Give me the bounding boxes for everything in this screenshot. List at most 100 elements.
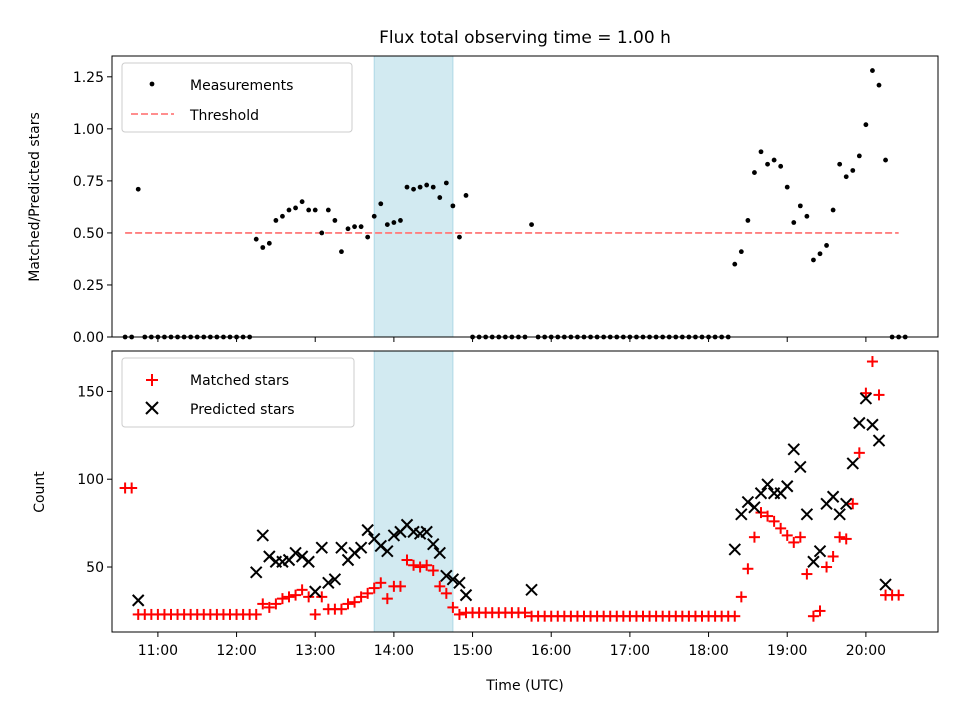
matched-point — [873, 389, 885, 401]
top-chart-title: Flux total observing time = 1.00 h — [379, 28, 671, 48]
matched-point — [355, 591, 367, 603]
measurement-point — [398, 218, 403, 223]
matched-point — [263, 601, 275, 613]
matched-point — [781, 529, 793, 541]
matched-point — [788, 536, 800, 548]
predicted-point — [335, 541, 348, 554]
y-tick-label: 0.50 — [73, 226, 104, 242]
matched-point — [794, 531, 806, 543]
matched-point — [283, 591, 295, 603]
predicted-point — [328, 573, 342, 586]
legend-matched-marker — [146, 374, 158, 386]
matched-point — [414, 561, 426, 573]
matched-point — [755, 507, 767, 519]
x-tick-label: 13:00 — [295, 643, 335, 659]
legend-threshold-label: Threshold — [189, 108, 259, 124]
bottom-legend-box — [121, 357, 355, 428]
measurement-point — [306, 207, 312, 213]
measurement-point — [791, 220, 797, 225]
matched-point — [814, 605, 826, 617]
matched-point — [434, 580, 446, 592]
matched-point — [807, 610, 819, 622]
matched-point — [519, 607, 531, 619]
matched-point — [296, 584, 308, 596]
matched-point — [827, 550, 839, 562]
measurement-point — [417, 184, 423, 190]
measurement-point — [135, 186, 141, 192]
bottom-y-axis-label: Count — [32, 471, 48, 513]
measurement-point — [378, 201, 384, 207]
measurement-point — [371, 213, 377, 219]
predicted-point — [800, 508, 814, 521]
predicted-point — [433, 546, 446, 560]
matched-point — [250, 608, 262, 620]
measurement-point — [299, 199, 305, 205]
matched-point — [381, 593, 393, 605]
measurement-point — [443, 180, 449, 186]
predicted-point — [132, 594, 145, 607]
measurement-point — [758, 149, 764, 155]
predicted-point — [387, 529, 401, 542]
measurement-point — [824, 243, 829, 248]
predicted-point — [453, 576, 466, 590]
x-tick-label: 19:00 — [767, 643, 807, 659]
measurement-point — [850, 168, 856, 173]
matched-point — [335, 603, 347, 615]
matched-point — [303, 591, 315, 603]
measurement-point — [765, 161, 770, 167]
matched-point — [735, 591, 747, 603]
predicted-point — [728, 543, 741, 556]
measurement-point — [384, 222, 390, 228]
predicted-point — [250, 566, 263, 579]
measurement-point — [863, 122, 869, 128]
measurement-point — [457, 234, 462, 240]
matched-point — [834, 531, 846, 543]
measurement-point — [312, 207, 318, 213]
predicted-point — [289, 546, 302, 560]
bottom-y-axis: 50 100 150 — [77, 384, 112, 576]
x-tick-label: 16:00 — [531, 643, 571, 659]
predicted-point — [859, 392, 873, 405]
predicted-point — [420, 525, 433, 539]
measurement-point — [358, 224, 364, 230]
measurement-point — [856, 153, 862, 159]
matched-point — [440, 587, 452, 599]
measurement-point — [424, 182, 430, 188]
matched-point — [126, 482, 138, 494]
top-legend-box — [121, 62, 353, 133]
measurement-point — [266, 240, 272, 246]
y-tick-label: 150 — [77, 384, 104, 400]
matched-point — [762, 510, 774, 522]
bottom-x-axis-label: Time (UTC) — [485, 678, 563, 694]
measurement-point — [404, 184, 410, 190]
measurement-point — [253, 236, 259, 242]
predicted-point — [866, 418, 879, 431]
measurement-point — [778, 163, 784, 169]
measurement-point — [339, 249, 344, 255]
measurement-point — [738, 249, 744, 255]
y-tick-label: 0.25 — [73, 278, 104, 294]
matched-point — [866, 356, 878, 368]
matched-point — [349, 596, 361, 608]
matched-point — [270, 598, 282, 610]
predicted-point — [761, 478, 774, 491]
predicted-point — [525, 583, 538, 597]
bottom-x-axis: 11:00 12:00 13:00 14:00 15:00 16:00 17:00 18:00… — [138, 632, 886, 659]
measurement-point — [430, 184, 436, 190]
measurement-point — [437, 195, 443, 200]
bottom-plot-frame — [111, 350, 939, 633]
matched-point — [290, 589, 302, 601]
predicted-point — [459, 588, 473, 602]
predicted-point — [826, 490, 840, 503]
predicted-point — [853, 416, 866, 430]
measurement-point — [463, 193, 469, 198]
measurements-series — [122, 68, 908, 340]
predicted-point — [781, 480, 794, 493]
matched-point — [447, 601, 459, 613]
predicted-point — [807, 555, 820, 568]
predicted-point — [322, 576, 335, 590]
matched-point — [401, 554, 413, 566]
measurement-point — [876, 82, 882, 88]
top-y-axis: 0.00 0.25 0.50 0.75 1.00 1.25 — [73, 70, 112, 346]
